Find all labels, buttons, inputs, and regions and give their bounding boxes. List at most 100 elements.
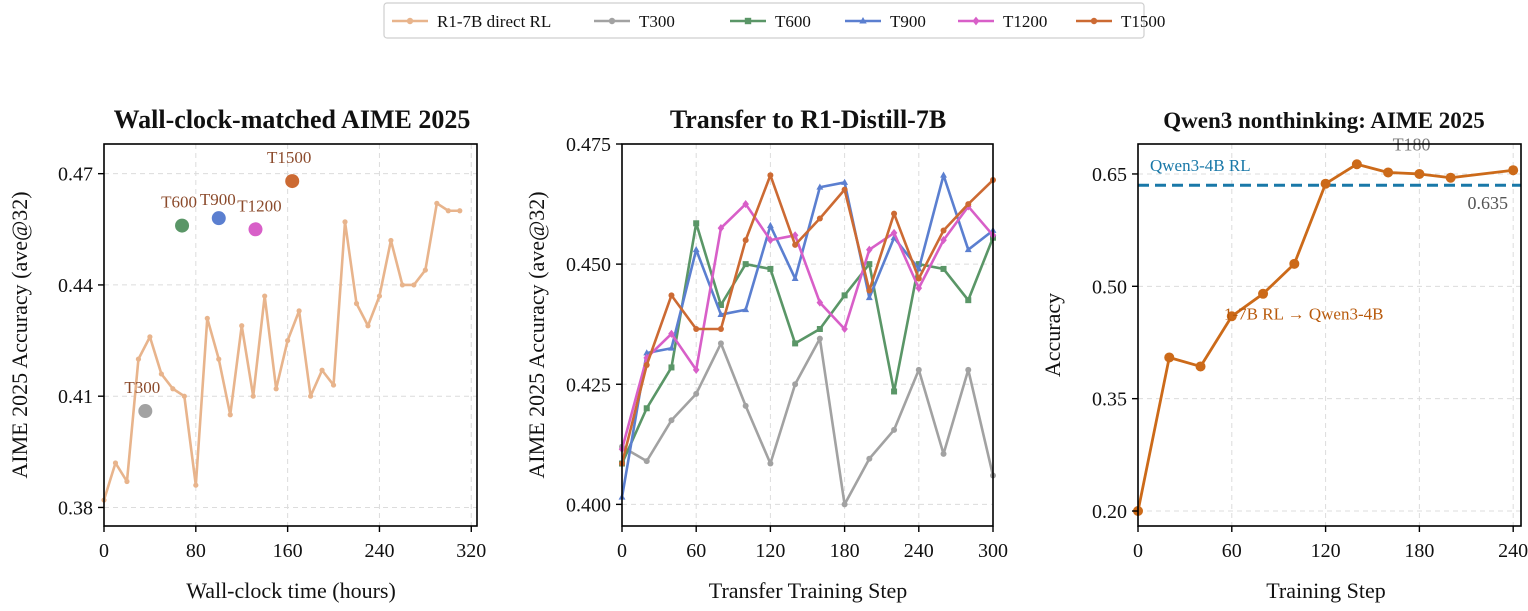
x-tick-label: 180: [1404, 540, 1434, 562]
legend-label: T900: [890, 12, 926, 31]
y-tick-label: 0.47: [58, 164, 93, 186]
y-tick-label: 0.50: [1092, 276, 1127, 298]
data-point: [866, 245, 873, 254]
data-point: [767, 172, 774, 179]
data-point: [891, 388, 898, 395]
data-point: [742, 261, 749, 268]
data-point: [866, 261, 873, 268]
data-point: [1195, 361, 1206, 372]
checkpoint-label: T1200: [237, 196, 281, 215]
data-point: [866, 455, 873, 462]
data-point: [643, 362, 650, 369]
data-point: [307, 393, 314, 399]
data-point: [1414, 168, 1425, 179]
data-point: [841, 178, 849, 185]
ticks: 0 60 120 180 240 300 0.400 0.425 0.450 0.475: [566, 134, 1008, 562]
x-tick-label: 320: [456, 540, 486, 562]
data-point: [767, 236, 774, 245]
data-point: [891, 210, 898, 217]
data-point: [273, 386, 279, 392]
plot-area: [618, 171, 997, 508]
checkpoint-point-t300: [138, 404, 153, 419]
data-point: [791, 274, 799, 281]
x-tick-label: 300: [978, 540, 1008, 562]
y-axis-label: Accuracy: [1040, 293, 1065, 377]
data-point: [643, 349, 651, 356]
data-point: [1164, 352, 1175, 363]
data-point: [717, 340, 724, 347]
x-tick-label: 60: [686, 540, 706, 562]
data-point: [965, 366, 972, 373]
y-tick-label: 0.400: [566, 494, 611, 516]
ticks: 0 60 120 180 240 0.20 0.35 0.50 0.65: [1092, 164, 1528, 562]
legend-marker: [1090, 17, 1098, 25]
y-tick-label: 0.35: [1092, 389, 1127, 411]
legend: R1-7B direct RL T300 T600 T900 T1200 T1500: [383, 2, 1165, 39]
chart-title: Wall-clock-matched AIME 2025: [114, 105, 471, 134]
data-point: [262, 293, 268, 299]
reference-line-label: Qwen3-4B RL: [1150, 156, 1251, 175]
data-point: [767, 265, 774, 272]
data-point: [717, 224, 725, 233]
data-point: [693, 390, 700, 397]
data-point: [717, 301, 724, 308]
data-point: [965, 297, 972, 304]
series-line-t1200: [620, 202, 994, 450]
data-point: [965, 201, 972, 208]
axes-frame: [1137, 143, 1522, 527]
y-axis-label: AIME 2025 Accuracy (ave@32): [7, 191, 32, 478]
data-point: [668, 344, 675, 351]
plot-area: T300 T600 T900 T1200 T1500: [101, 148, 463, 503]
checkpoint-label: T1500: [267, 148, 311, 167]
x-tick-label: 240: [364, 540, 394, 562]
x-tick-label: 160: [273, 540, 303, 562]
y-axis-label: AIME 2025 Accuracy (ave@32): [524, 191, 549, 478]
data-point: [193, 482, 199, 488]
data-point: [742, 237, 749, 244]
data-point: [693, 325, 700, 332]
legend-items: R1-7B direct RL T300 T600 T900 T1200 T1500: [392, 12, 1165, 31]
annotation-transfer: 1-7B RL → Qwen3-4B: [1224, 304, 1383, 323]
data-point: [841, 324, 848, 334]
data-point: [250, 393, 256, 399]
checkpoint-label: T300: [124, 378, 160, 397]
x-tick-label: 0: [617, 540, 627, 562]
data-point: [717, 310, 725, 317]
data-point: [365, 323, 371, 329]
x-tick-label: 240: [1498, 540, 1528, 562]
data-point: [866, 287, 873, 294]
data-point: [816, 335, 823, 342]
checkpoint-point-t900: [211, 211, 226, 226]
data-point: [296, 308, 302, 314]
data-point: [147, 334, 153, 340]
data-point: [1508, 165, 1519, 176]
data-point: [124, 478, 130, 485]
data-point: [1258, 288, 1269, 299]
legend-label: T1500: [1121, 12, 1165, 31]
data-point: [964, 245, 972, 253]
y-tick-label: 0.41: [58, 386, 93, 408]
data-point: [692, 365, 700, 374]
data-point: [841, 501, 848, 508]
y-tick-label: 0.65: [1092, 164, 1127, 186]
axes-frame: [103, 143, 478, 527]
data-point: [239, 323, 245, 329]
data-point: [388, 237, 394, 244]
y-tick-label: 0.450: [566, 254, 611, 276]
x-tick-label: 240: [904, 540, 934, 562]
data-point: [940, 450, 947, 457]
data-point: [792, 340, 799, 347]
series-line-t1500: [620, 173, 994, 464]
data-point: [668, 417, 675, 424]
series-line-direct-rl: [102, 202, 460, 501]
legend-label: R1-7B direct RL: [437, 12, 551, 31]
data-point: [841, 186, 848, 193]
data-point: [717, 325, 724, 332]
data-point: [668, 292, 675, 299]
data-point: [891, 426, 898, 433]
data-point: [216, 356, 222, 362]
data-point: [766, 221, 774, 229]
x-tick-label: 0: [1133, 540, 1143, 562]
data-point: [204, 315, 210, 321]
